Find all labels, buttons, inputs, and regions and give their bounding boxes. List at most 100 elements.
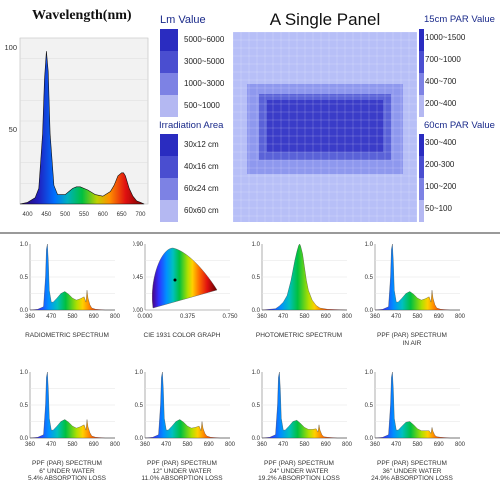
ytick-label: 1.0 — [365, 370, 374, 376]
xtick-label: 360 — [25, 442, 36, 448]
lm-row-2: 3000~5000 — [184, 57, 225, 66]
spectrum-area — [374, 243, 460, 311]
xtick-label: 690 — [89, 442, 100, 448]
spectrum-area — [261, 243, 348, 311]
xtick-label: 800 — [225, 442, 236, 448]
lm-legend-header: Lm Value — [160, 14, 206, 26]
ytick-label: 0.0 — [252, 436, 261, 442]
heatmap-zones — [233, 32, 417, 222]
xtick-label: 800 — [455, 314, 466, 320]
chart-caption: PPF (PAR) SPECTRUM 36" UNDER WATER 24.9%… — [371, 460, 453, 482]
xtick-label: 580 — [67, 314, 78, 320]
small-chart-4: 0.0 0.5 1.0 360 470 580 690 800 — [365, 242, 466, 320]
xtick-label: 360 — [257, 314, 268, 320]
xtick-label: 580 — [67, 442, 78, 448]
xtick-label: 800 — [342, 314, 353, 320]
irr-swatch-2 — [160, 156, 178, 178]
ytick-label: 0.5 — [20, 403, 29, 409]
ytick-label: 0.5 — [20, 275, 29, 281]
main-xtick: 500 — [60, 212, 71, 218]
irr-row-3: 60x24 cm — [184, 184, 219, 193]
xtick-label: 580 — [182, 442, 193, 448]
spectrum-area — [29, 371, 115, 439]
ytick-label: 1.0 — [252, 370, 261, 376]
ytick-label: 0.0 — [20, 436, 29, 442]
heat-zone-1 — [267, 100, 383, 152]
ytick-label: 0.45 — [133, 275, 144, 281]
irr-swatch-4 — [160, 200, 178, 222]
ytick-label: 0.5 — [365, 403, 374, 409]
small-chart-5: 0.0 0.5 1.0 360 470 580 690 800 — [20, 370, 121, 448]
xtick-label: 470 — [278, 442, 289, 448]
par60-row-1: 300~400 — [425, 138, 457, 147]
xtick-label: 800 — [110, 314, 121, 320]
irr-swatch-1 — [160, 134, 178, 156]
ytick-label: 1.0 — [252, 242, 261, 248]
chart-caption: CIE 1931 COLOR GRAPH — [143, 332, 221, 339]
par60-swatch-3 — [419, 178, 424, 200]
heatmap-grid — [233, 32, 417, 222]
small-chart-2: 0.00 0.45 0.90 0.000 0.375 0.750 — [133, 242, 238, 320]
chart-caption: PHOTOMETRIC SPECTRUM — [255, 332, 343, 339]
xtick-label: 690 — [89, 314, 100, 320]
chart-caption: PPF (PAR) SPECTRUM IN AIR — [377, 332, 447, 347]
xtick-label: 580 — [299, 314, 310, 320]
lm-row-1: 5000~6000 — [184, 35, 225, 44]
small-chart-8: 0.0 0.5 1.0 360 470 580 690 800 — [365, 370, 466, 448]
main-xtick: 550 — [79, 212, 90, 218]
xtick-label: 690 — [204, 442, 215, 448]
par60-swatches — [419, 134, 424, 222]
ytick-label: 0.5 — [365, 275, 374, 281]
spectrum-area — [29, 243, 115, 311]
xtick-label: 0.000 — [137, 314, 153, 320]
panel-title: A Single Panel — [269, 10, 381, 29]
ytick-label: 0.5 — [252, 275, 261, 281]
par60-swatch-1 — [419, 134, 424, 156]
par15-swatches — [419, 29, 424, 117]
xtick-label: 360 — [257, 442, 268, 448]
xtick-label: 0.750 — [222, 314, 238, 320]
xtick-label: 800 — [342, 442, 353, 448]
par60-row-2: 200-300 — [425, 160, 455, 169]
chart-caption: PPF (PAR) SPECTRUM 6" UNDER WATER 5.4% A… — [27, 460, 107, 482]
lm-swatch-2 — [160, 51, 178, 73]
main-xtick: 600 — [98, 212, 109, 218]
xtick-label: 690 — [321, 314, 332, 320]
irr-swatch-3 — [160, 178, 178, 200]
lm-swatch-1 — [160, 29, 178, 51]
par60-header: 60cm PAR Value — [424, 120, 495, 131]
ytick-label: 1.0 — [20, 242, 29, 248]
main-ytick-100: 100 — [4, 43, 17, 52]
xtick-label: 690 — [434, 442, 445, 448]
small-chart-6: 0.0 0.5 1.0 360 470 580 690 800 — [135, 370, 236, 448]
par15-header: 15cm PAR Value — [424, 14, 495, 25]
ytick-label: 0.0 — [20, 308, 29, 314]
par15-row-2: 700~1000 — [425, 55, 461, 64]
par15-swatch-2 — [419, 51, 424, 73]
xtick-label: 360 — [140, 442, 151, 448]
lm-row-4: 500~1000 — [184, 101, 220, 110]
xtick-label: 470 — [391, 314, 402, 320]
xtick-label: 470 — [46, 314, 57, 320]
ytick-label: 0.90 — [133, 242, 144, 248]
par60-row-3: 100~200 — [425, 182, 457, 191]
par15-swatch-1 — [419, 29, 424, 51]
small-chart-7: 0.0 0.5 1.0 360 470 580 690 800 — [252, 370, 353, 448]
lm-swatch-3 — [160, 73, 178, 95]
xtick-label: 360 — [25, 314, 36, 320]
ytick-label: 1.0 — [20, 370, 29, 376]
irr-legend-header: Irradiation Area — [159, 120, 224, 131]
irr-row-2: 40x16 cm — [184, 162, 219, 171]
main-xticks: 400 450 500 550 600 650 700 — [23, 212, 147, 218]
xtick-label: 690 — [321, 442, 332, 448]
main-xtick: 650 — [117, 212, 128, 218]
par15-swatch-4 — [419, 95, 424, 117]
xtick-label: 800 — [455, 442, 466, 448]
cie-point — [173, 278, 177, 282]
ytick-label: 0.00 — [133, 308, 144, 314]
spectrum-area — [261, 371, 347, 439]
par15-row-3: 400~700 — [425, 77, 457, 86]
xtick-label: 470 — [161, 442, 172, 448]
xtick-label: 690 — [434, 314, 445, 320]
wavelength-title: Wavelength(nm) — [32, 8, 132, 23]
